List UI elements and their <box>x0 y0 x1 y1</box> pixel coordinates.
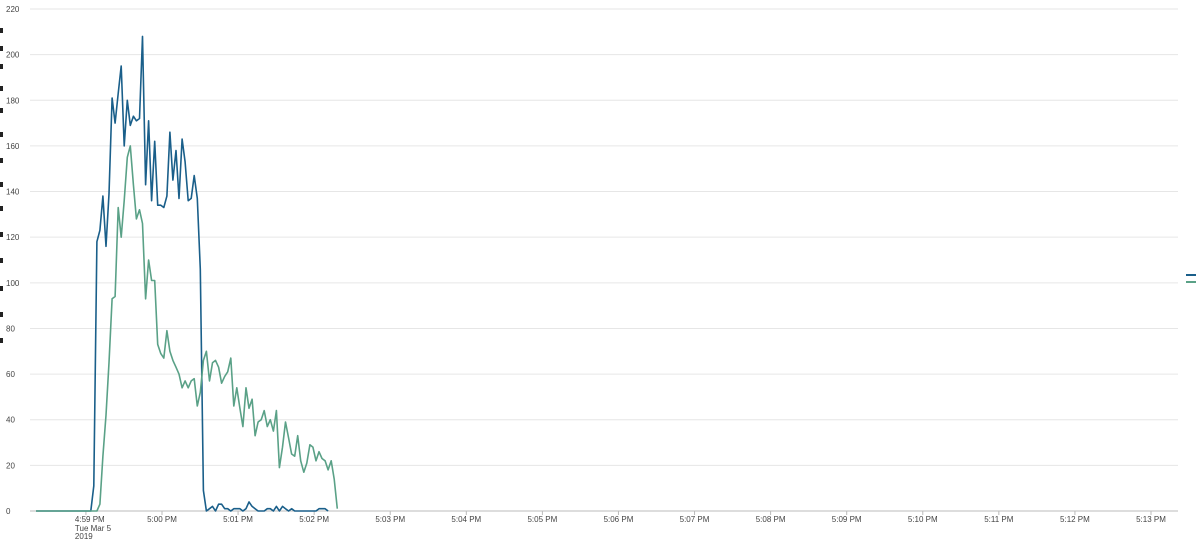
x-tick-label: 4:59 PM <box>75 515 105 524</box>
left-edge-artifact <box>0 0 3 546</box>
x-tick-label: 5:03 PM <box>375 515 405 524</box>
x-tick-label: 5:04 PM <box>451 515 481 524</box>
x-tick-label: 5:02 PM <box>299 515 329 524</box>
y-tick-label: 160 <box>6 142 20 151</box>
x-tick-label: 5:06 PM <box>604 515 634 524</box>
x-tick-label: 5:11 PM <box>984 515 1014 524</box>
series-layer <box>36 35 339 512</box>
y-tick-label: 140 <box>6 188 20 197</box>
y-tick-label: 220 <box>6 5 20 14</box>
axis-layer: 0 20 40 60 80 100 120 140 160 180 200 220 4:59 PMTue… <box>6 5 1178 541</box>
x-tick-label: 5:09 PM <box>832 515 862 524</box>
x-tick-label: 5:00 PM <box>147 515 177 524</box>
y-tick-label: 60 <box>6 370 15 379</box>
x-tick-label: 5:07 PM <box>680 515 710 524</box>
x-tick-label: 5:13 PM <box>1136 515 1166 524</box>
y-tick-label: 200 <box>6 51 20 60</box>
y-tick-label: 20 <box>6 461 15 470</box>
x-tick-sublabel: 2019 <box>75 532 93 541</box>
y-tick-label: 0 <box>6 507 11 516</box>
x-tick-sublabel: Tue Mar 5 <box>75 524 112 533</box>
y-tick-label: 180 <box>6 96 20 105</box>
series-line-1 <box>36 35 329 512</box>
x-tick-label: 5:08 PM <box>756 515 786 524</box>
x-tick-label: 5:01 PM <box>223 515 253 524</box>
y-tick-label: 120 <box>6 233 20 242</box>
y-tick-label: 40 <box>6 416 15 425</box>
legend[interactable] <box>1186 274 1196 283</box>
grid-layer <box>30 8 1178 466</box>
x-tick-label: 5:05 PM <box>527 515 557 524</box>
y-tick-label: 100 <box>6 279 20 288</box>
y-tick-label: 80 <box>6 324 15 333</box>
x-tick-label: 5:12 PM <box>1060 515 1090 524</box>
series-line-2 <box>36 145 339 512</box>
x-tick-label: 5:10 PM <box>908 515 938 524</box>
